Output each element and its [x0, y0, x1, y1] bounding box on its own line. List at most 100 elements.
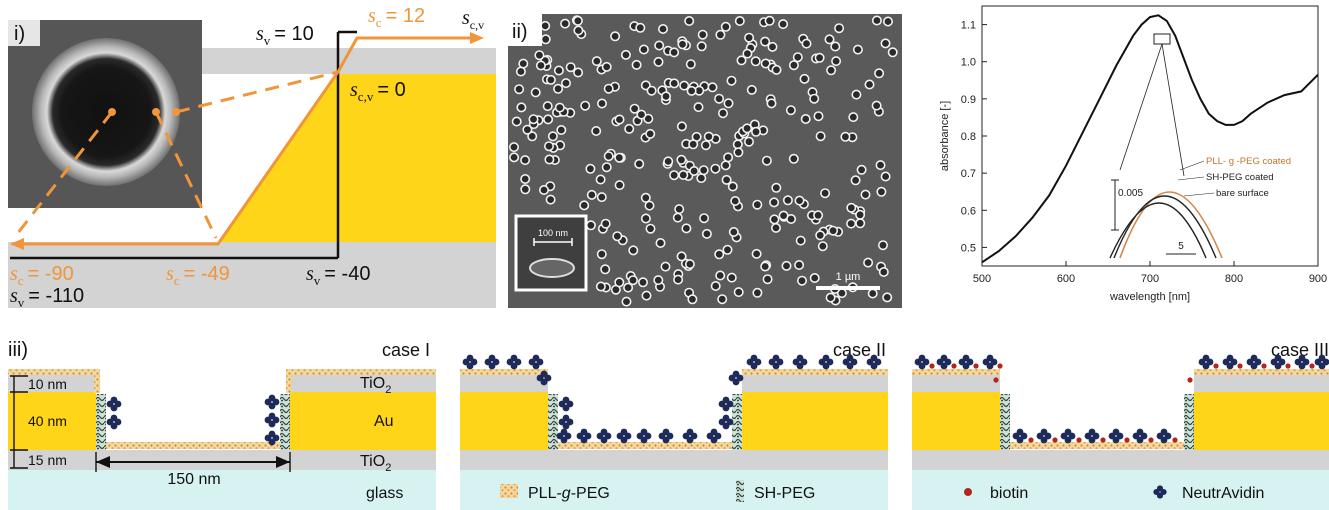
nanohole — [538, 185, 549, 196]
nanohole — [629, 103, 640, 114]
nanohole — [595, 174, 606, 185]
nanohole — [752, 287, 763, 298]
sh-peg-curve — [1113, 195, 1217, 259]
au-label: Au — [374, 413, 394, 430]
nanohole — [714, 249, 725, 260]
neutravidin-icon — [1153, 485, 1167, 499]
neutravidin-molecule — [1294, 354, 1310, 370]
nanohole — [715, 29, 726, 40]
neutravidin-molecule — [792, 354, 808, 370]
neutravidin-molecule — [576, 428, 592, 444]
nanohole — [676, 154, 687, 165]
nanohole — [600, 218, 611, 229]
nanohole — [685, 59, 696, 70]
nanohole — [871, 15, 882, 26]
nanohole — [603, 83, 614, 94]
nanohole — [641, 290, 652, 301]
nanohole — [813, 210, 824, 221]
neutravidin-molecule — [982, 354, 998, 370]
nanohole — [545, 194, 556, 205]
nanohole — [700, 140, 711, 151]
x-axis-label: wavelength [nm] — [1109, 291, 1190, 303]
sc-left-label: sc = -90 — [10, 263, 74, 288]
neutravidin-molecule — [106, 414, 122, 430]
y-tick-label: 0.9 — [961, 94, 976, 106]
nanohole — [852, 44, 863, 55]
nanohole — [723, 152, 734, 163]
nanohole — [764, 15, 775, 26]
gold-region — [218, 74, 496, 242]
inset-x-scale: 5 — [1178, 241, 1184, 252]
nanohole — [785, 105, 796, 116]
nanohole — [573, 67, 584, 78]
biotin-molecule — [1124, 437, 1130, 443]
nanohole — [733, 287, 744, 298]
tio2-top-label: TiO2 — [360, 375, 391, 396]
nanohole — [752, 199, 763, 210]
nanohole — [544, 154, 555, 165]
neutravidin-molecule — [106, 396, 122, 412]
nanohole — [628, 245, 639, 256]
nanohole — [826, 65, 837, 76]
nanohole — [720, 160, 731, 171]
sh-peg-wall-right — [280, 394, 290, 450]
nanohole — [778, 19, 789, 30]
neutravidin-molecule — [866, 354, 882, 370]
nanohole — [601, 162, 612, 173]
neutravidin-molecule — [536, 370, 552, 386]
nanohole — [654, 40, 665, 51]
nanohole — [727, 181, 738, 192]
nanohole — [717, 294, 728, 305]
nanohole — [676, 121, 687, 132]
nanohole — [699, 213, 710, 224]
glass-label: glass — [366, 485, 403, 502]
nanohole — [634, 158, 645, 169]
nanohole — [655, 238, 666, 249]
nanohole — [792, 52, 803, 63]
nanohole — [672, 212, 683, 223]
nanohole — [560, 18, 571, 29]
sv-left-label: sv = -110 — [10, 285, 84, 310]
nanohole — [723, 98, 734, 109]
nanohole — [788, 153, 799, 164]
nanohole — [771, 182, 782, 193]
nanohole — [698, 165, 709, 176]
nanohole — [678, 170, 689, 181]
nanohole — [579, 200, 590, 211]
legend-sh-peg-item: SH-PEG — [736, 480, 815, 502]
neutravidin-molecule — [1012, 428, 1028, 444]
x-tick-label: 500 — [973, 273, 991, 285]
scv-axis-label: sc,v — [462, 7, 484, 32]
nanohole — [887, 47, 898, 58]
neutravidin-molecule — [1314, 354, 1329, 370]
nanohole — [799, 73, 810, 84]
biotin-molecule — [1309, 363, 1315, 369]
nanohole — [540, 34, 551, 45]
nanohole — [572, 15, 583, 26]
neutravidin-molecule — [1084, 428, 1100, 444]
nanohole — [855, 218, 866, 229]
nanohole — [586, 189, 597, 200]
nanohole — [761, 155, 772, 166]
nanohole — [603, 151, 614, 162]
nanohole — [554, 102, 565, 113]
legend-pll-peg-label: PLL-g-PEG — [528, 485, 610, 502]
nanohole — [620, 49, 631, 60]
neutravidin-molecule — [682, 428, 698, 444]
nanohole — [580, 100, 591, 111]
nanohole — [646, 85, 657, 96]
nanohole — [595, 281, 606, 292]
nanohole — [809, 93, 820, 104]
x-tick-label: 600 — [1057, 273, 1075, 285]
nanohole — [640, 213, 651, 224]
nanohole — [830, 41, 841, 52]
nanohole — [742, 123, 753, 134]
biotin-molecule — [1028, 437, 1034, 443]
nanohole — [834, 23, 845, 34]
scale-bar — [816, 286, 880, 290]
nanohole — [640, 192, 651, 203]
nanohole — [530, 87, 541, 98]
plot-frame — [981, 5, 1319, 267]
nanohole — [631, 59, 642, 70]
inset-y-scale: 0.005 — [1118, 188, 1143, 199]
